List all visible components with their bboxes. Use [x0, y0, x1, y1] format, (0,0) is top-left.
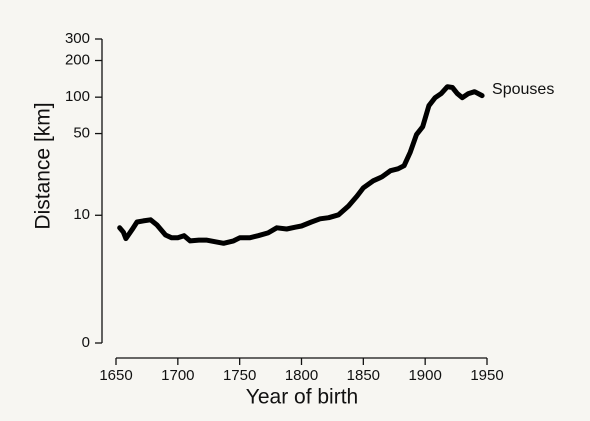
x-tick-label: 1700	[161, 367, 194, 384]
y-tick-label: 0	[82, 334, 90, 351]
y-tick-label: 100	[65, 88, 90, 105]
x-tick-label: 1850	[347, 367, 380, 384]
y-tick-label: 200	[65, 51, 90, 68]
y-tick-label: 300	[65, 30, 90, 47]
y-tick-label: 50	[73, 125, 90, 142]
x-tick-label: 1800	[285, 367, 318, 384]
data-line	[117, 84, 485, 246]
x-tick-label: 1750	[223, 367, 256, 384]
x-tick-label: 1900	[408, 367, 441, 384]
series-label: Spouses	[492, 81, 554, 98]
x-tick-label: 1650	[99, 367, 132, 384]
y-axis-label: Distance [km]	[32, 102, 55, 229]
x-axis-label: Year of birth	[246, 386, 358, 409]
x-tick-label: 1950	[470, 367, 503, 384]
y-tick-label: 10	[73, 206, 90, 223]
